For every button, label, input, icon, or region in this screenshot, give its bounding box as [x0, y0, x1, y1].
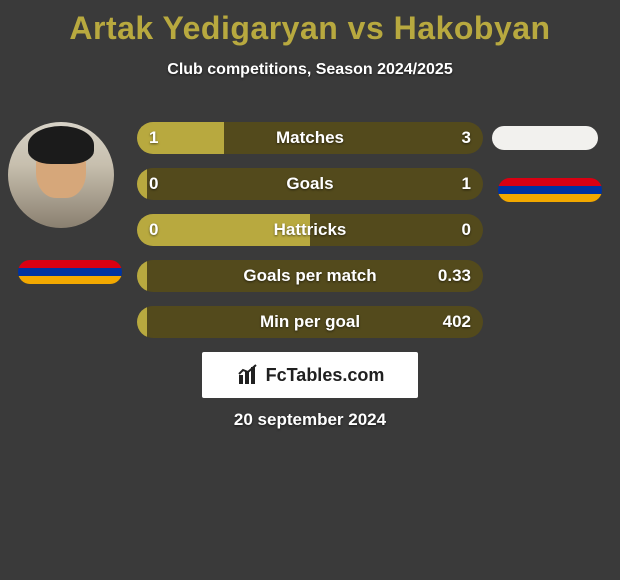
avatar-right-placeholder	[492, 126, 598, 150]
metric-row: 00Hattricks	[137, 214, 483, 246]
metric-label: Matches	[137, 122, 483, 154]
flag-right	[498, 178, 602, 202]
flag-left-stripe-3	[18, 276, 122, 284]
metric-row: 13Matches	[137, 122, 483, 154]
page-subtitle: Club competitions, Season 2024/2025	[0, 61, 620, 79]
comparison-rows: 13Matches 01Goals 00Hattricks 0.33Goals per…	[137, 122, 483, 352]
metric-label: Min per goal	[137, 306, 483, 338]
avatar-left	[8, 122, 114, 228]
flag-left-stripe-1	[18, 260, 122, 268]
metric-row: 01Goals	[137, 168, 483, 200]
flag-right-stripe-2	[498, 186, 602, 194]
metric-label: Hattricks	[137, 214, 483, 246]
metric-label: Goals	[137, 168, 483, 200]
metric-label: Goals per match	[137, 260, 483, 292]
metric-row: 402Min per goal	[137, 306, 483, 338]
flag-right-stripe-1	[498, 178, 602, 186]
branding-chart-icon	[236, 363, 260, 387]
flag-left	[18, 260, 122, 284]
page-title: Artak Yedigaryan vs Hakobyan	[0, 0, 620, 47]
date-stamp: 20 september 2024	[0, 410, 620, 430]
flag-right-stripe-3	[498, 194, 602, 202]
branding-box: FcTables.com	[202, 352, 418, 398]
branding-text: FcTables.com	[266, 365, 385, 386]
flag-left-stripe-2	[18, 268, 122, 276]
metric-row: 0.33Goals per match	[137, 260, 483, 292]
